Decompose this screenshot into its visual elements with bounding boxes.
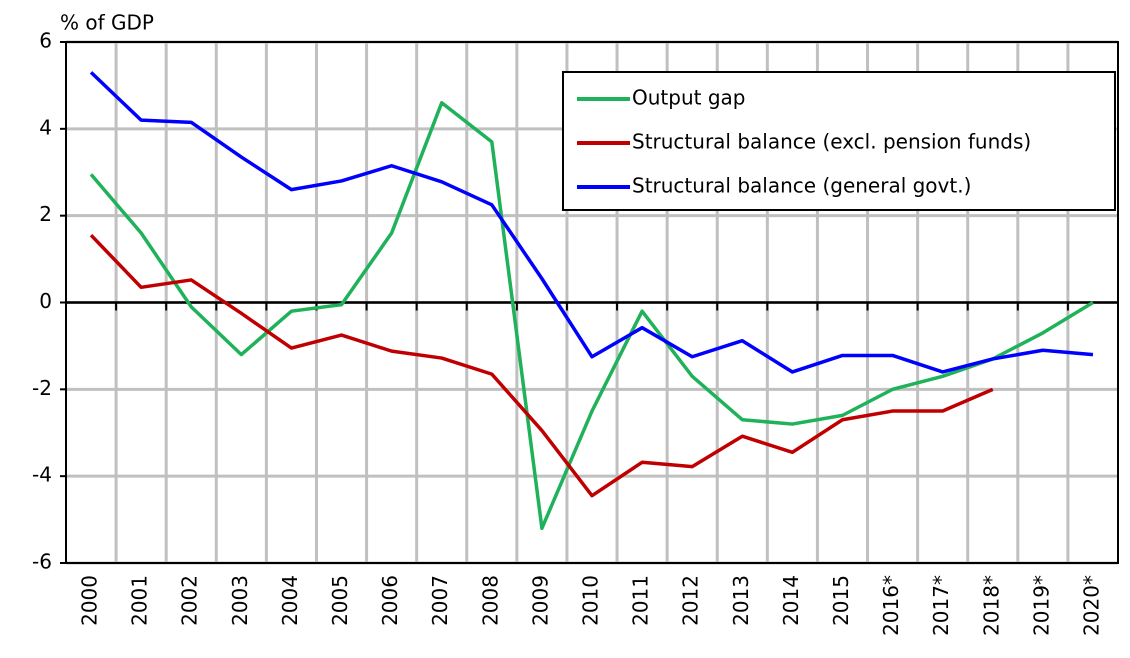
series-line xyxy=(89,71,1094,374)
x-tick-label: 2001 xyxy=(128,575,152,626)
x-tick-label: 2020* xyxy=(1079,575,1103,636)
x-tick-label: 2016* xyxy=(879,575,903,636)
x-tick-label: 2000 xyxy=(78,575,102,626)
x-tick-label: 2004 xyxy=(278,575,302,626)
x-tick-label: 2017* xyxy=(929,575,953,636)
y-axis-label: % of GDP xyxy=(60,11,154,35)
x-tick-label: 2008 xyxy=(478,575,502,626)
x-tick-label: 2019* xyxy=(1029,575,1053,636)
x-tick-label: 2002 xyxy=(178,575,202,626)
x-tick-label: 2018* xyxy=(979,575,1003,636)
y-tick-label: 4 xyxy=(39,115,52,139)
y-tick-label: -6 xyxy=(32,550,52,574)
x-tick-label: 2006 xyxy=(378,575,402,626)
y-tick-label: -4 xyxy=(32,463,52,487)
x-tick-label: 2012 xyxy=(679,575,703,626)
x-tick-label: 2003 xyxy=(228,575,252,626)
x-tick-label: 2011 xyxy=(629,575,653,626)
x-tick-label: 2005 xyxy=(328,575,352,626)
x-tick-label: 2010 xyxy=(579,575,603,626)
y-tick-label: -2 xyxy=(32,376,52,400)
series-line xyxy=(89,233,994,498)
y-tick-label: 6 xyxy=(39,29,52,53)
legend-label: Structural balance (general govt.) xyxy=(632,174,971,198)
y-tick-label: 2 xyxy=(39,202,52,226)
series-line xyxy=(89,101,1094,531)
x-tick-label: 2009 xyxy=(528,575,552,626)
x-tick-label: 2013 xyxy=(729,575,753,626)
y-tick-label: 0 xyxy=(39,289,52,313)
x-tick-label: 2014 xyxy=(779,575,803,626)
x-tick-label: 2007 xyxy=(428,575,452,626)
legend-box xyxy=(562,71,1116,211)
legend-label: Structural balance (excl. pension funds) xyxy=(632,130,1031,154)
x-tick-label: 2015 xyxy=(829,575,853,626)
legend-label: Output gap xyxy=(632,86,745,110)
